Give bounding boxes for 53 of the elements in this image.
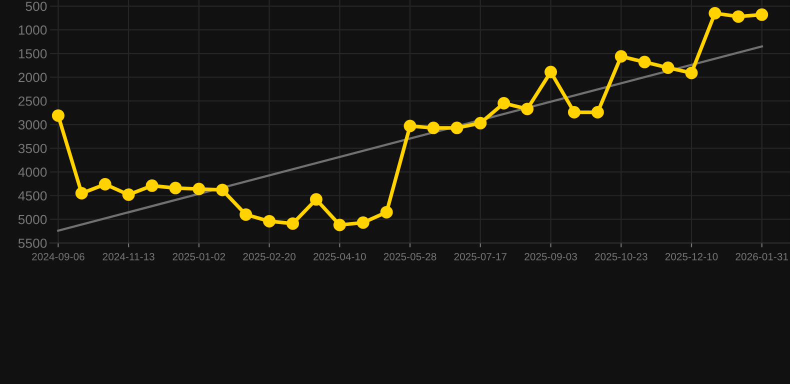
point: [614, 50, 628, 63]
x-tick-label: 2024-11-13: [102, 252, 154, 260]
x-tick-label: 2026-01-31: [736, 252, 788, 260]
y-tick-label: 1000: [18, 25, 47, 35]
point: [192, 182, 206, 196]
y-tick-label: 4000: [18, 168, 47, 177]
point: [756, 8, 768, 21]
x-tick-label: 2025-07-17: [454, 252, 507, 260]
x-tick-label: 2025-12-10: [665, 252, 718, 260]
point: [286, 217, 300, 230]
y-tick-label: 4500: [18, 191, 47, 201]
point: [450, 122, 464, 134]
y-tick-label: 3000: [18, 120, 47, 130]
x-tick-label: 2025-01-02: [172, 252, 226, 260]
y-tick-label: 3500: [18, 144, 47, 154]
x-tick-label: 2025-09-03: [524, 252, 577, 260]
point: [356, 216, 370, 229]
point: [427, 122, 440, 134]
point: [498, 97, 510, 110]
point: [240, 208, 252, 221]
point: [122, 188, 135, 201]
x-tick-label: 2025-10-23: [595, 252, 648, 260]
point: [685, 66, 698, 80]
point: [333, 218, 346, 232]
point: [263, 214, 276, 228]
point: [404, 120, 416, 132]
point: [568, 106, 580, 119]
x-tick-label: 2025-05-28: [384, 252, 436, 260]
point: [169, 182, 182, 194]
point: [310, 193, 322, 206]
point: [638, 56, 651, 68]
y-tick-label: 5500: [18, 238, 47, 248]
point: [732, 10, 745, 23]
point: [708, 7, 722, 20]
point: [380, 206, 393, 218]
y-tick-label: 500: [26, 2, 47, 12]
y-tick-label: 1500: [18, 49, 47, 58]
point: [75, 187, 88, 200]
x-tick-label: 2025-02-20: [243, 252, 296, 260]
point: [98, 178, 112, 191]
point: [146, 179, 158, 192]
point: [662, 61, 674, 74]
point: [521, 102, 534, 116]
x-tick-label: 2024-09-06: [32, 252, 84, 260]
point: [544, 66, 558, 78]
point: [216, 184, 229, 196]
point: [591, 106, 604, 119]
y-tick-label: 2000: [18, 72, 47, 82]
y-tick-label: 2500: [18, 96, 47, 106]
point: [52, 109, 64, 122]
y-tick-label: 5000: [18, 214, 47, 224]
x-tick-label: 2025-04-10: [314, 252, 366, 260]
point: [474, 116, 487, 130]
